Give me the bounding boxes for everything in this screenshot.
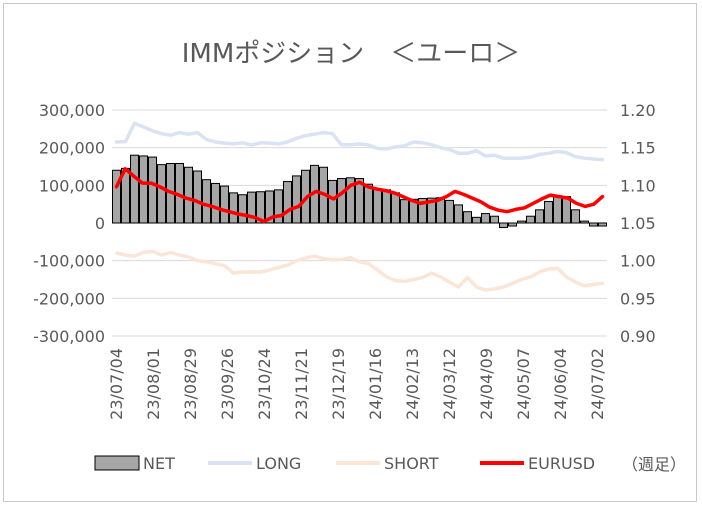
net-bar (193, 170, 202, 224)
net-bar (454, 204, 463, 224)
left-tick-label: -200,000 (33, 289, 105, 308)
x-tick-label: 24/06/04 (551, 348, 570, 420)
long-line (114, 121, 605, 162)
right-tick-label: 1.00 (620, 252, 656, 271)
x-tick-label: 23/08/01 (144, 348, 163, 420)
x-tick-label: 23/12/19 (329, 348, 348, 420)
left-tick-label: 200,000 (39, 139, 105, 158)
left-axis-ticks: 300,000 200,000 100,000 0 -100,000 -200,000 -3… (33, 101, 105, 346)
net-bar (517, 220, 526, 224)
x-tick-label: 24/01/16 (366, 348, 385, 420)
short-line (114, 249, 605, 292)
x-tick-label: 24/02/13 (403, 348, 422, 420)
timeframe-note: （週足） (622, 455, 686, 474)
right-tick-label: 0.90 (620, 327, 656, 346)
net-bar (445, 199, 454, 224)
net-bar (553, 195, 562, 224)
x-axis-ticks: 23/07/04 23/08/01 23/08/29 23/09/26 23/10/24… (107, 348, 607, 420)
chart-title: IMMポジション ＜ユーロ＞ (182, 39, 521, 69)
net-bar (220, 185, 229, 224)
right-tick-label: 1.20 (620, 101, 656, 120)
net-bar (283, 181, 292, 224)
eurusd-line (114, 167, 605, 224)
net-bar (382, 189, 391, 224)
net-bar (157, 164, 166, 224)
x-tick-label: 24/07/02 (588, 348, 607, 420)
x-tick-label: 24/03/12 (440, 348, 459, 420)
left-tick-label: -300,000 (33, 327, 105, 346)
x-tick-label: 24/04/09 (477, 348, 496, 420)
net-bar (472, 216, 481, 224)
x-tick-label: 23/11/21 (292, 348, 311, 420)
net-bar (202, 179, 211, 224)
x-tick-label: 23/10/24 (255, 348, 274, 420)
net-bar (256, 191, 265, 224)
left-tick-label: 0 (95, 214, 105, 233)
net-bar (274, 189, 283, 224)
legend: NET LONG SHORT EURUSD (94, 454, 595, 473)
net-bar (265, 190, 274, 224)
legend-swatch-net (94, 455, 140, 471)
net-bar (184, 166, 193, 224)
net-bar (400, 199, 409, 224)
net-bar (337, 178, 346, 224)
right-axis-ticks: 1.20 1.15 1.10 1.05 1.00 0.95 0.90 (620, 101, 656, 346)
net-bar (229, 192, 238, 224)
net-bar (544, 201, 553, 224)
net-bar (148, 156, 157, 224)
x-tick-label: 23/09/26 (218, 348, 237, 420)
right-tick-label: 1.10 (620, 176, 656, 195)
net-bar (292, 175, 301, 224)
legend-label-eurusd: EURUSD (528, 454, 595, 473)
net-bar (598, 222, 607, 227)
legend-label-long: LONG (256, 454, 301, 473)
net-bar (490, 215, 499, 224)
net-bar (130, 154, 139, 224)
net-bar (346, 177, 355, 224)
net-bar (139, 155, 148, 224)
legend-label-net: NET (143, 454, 175, 473)
x-tick-label: 23/08/29 (181, 348, 200, 420)
net-bar (418, 198, 427, 224)
net-bar (481, 213, 490, 224)
left-tick-label: 100,000 (39, 176, 105, 195)
net-bar (211, 182, 220, 224)
net-bar (364, 183, 373, 224)
net-bar (391, 192, 400, 224)
right-tick-label: 1.15 (620, 139, 656, 158)
net-bar (238, 194, 247, 224)
left-tick-label: 300,000 (39, 101, 105, 120)
net-bars (112, 154, 607, 229)
left-tick-label: -100,000 (33, 252, 105, 271)
net-bar (463, 211, 472, 224)
net-bar (328, 179, 337, 224)
net-bar (571, 209, 580, 224)
net-bar (355, 178, 364, 224)
right-tick-label: 0.95 (620, 289, 656, 308)
net-bar (112, 169, 121, 224)
net-bar (373, 188, 382, 224)
net-bar (247, 191, 256, 224)
series-lines (114, 121, 605, 292)
legend-label-short: SHORT (384, 454, 439, 473)
net-bar (427, 197, 436, 224)
net-bar (508, 222, 517, 227)
x-tick-label: 24/05/07 (514, 348, 533, 420)
net-bar (526, 215, 535, 224)
net-bar (535, 209, 544, 224)
right-tick-label: 1.05 (620, 214, 656, 233)
net-bar (499, 222, 508, 229)
net-bar (580, 220, 589, 224)
x-tick-label: 23/07/04 (107, 348, 126, 420)
net-bar (589, 222, 598, 227)
